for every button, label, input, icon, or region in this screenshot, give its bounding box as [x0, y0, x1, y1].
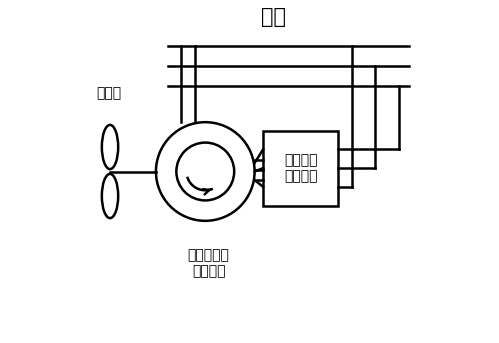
- Bar: [263, 131, 338, 205]
- Text: 交流励磁双
馈发电机: 交流励磁双 馈发电机: [188, 248, 230, 278]
- Text: 风力机: 风力机: [96, 86, 122, 100]
- Text: 转子侧励
磁变频器: 转子侧励 磁变频器: [284, 153, 317, 183]
- Text: 电网: 电网: [261, 7, 286, 27]
